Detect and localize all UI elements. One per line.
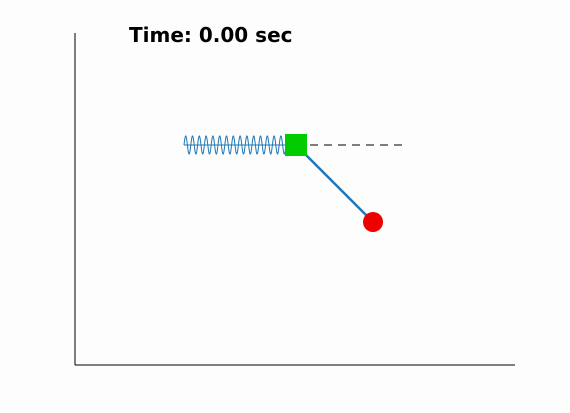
spring <box>183 135 287 155</box>
pendulum-rod <box>295 144 374 223</box>
pendulum-bob <box>363 212 383 232</box>
time-title: Time: 0.00 sec <box>129 23 293 47</box>
cart-block <box>285 134 307 156</box>
